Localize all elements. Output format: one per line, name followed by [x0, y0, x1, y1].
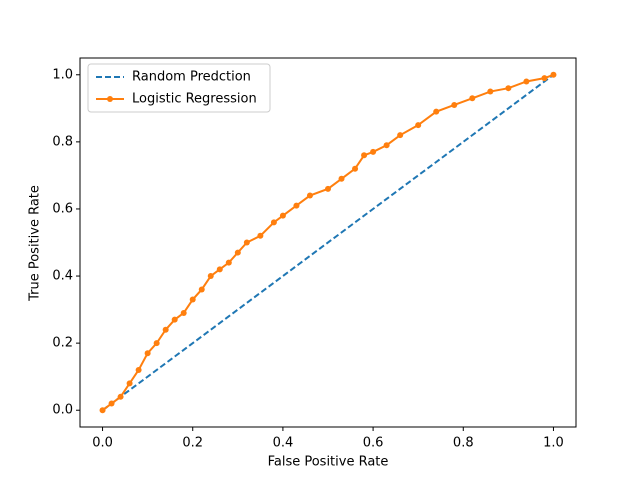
x-tick-label: 0.8	[453, 436, 474, 451]
x-tick-label: 0.4	[273, 436, 294, 451]
point	[451, 101, 458, 108]
point	[383, 142, 390, 149]
point	[325, 185, 331, 192]
point	[234, 249, 241, 256]
point	[270, 219, 277, 226]
point	[126, 380, 133, 387]
point	[180, 309, 187, 316]
y-tick-label: 0.4	[52, 269, 73, 284]
y-axis-label: True Positive Rate	[28, 185, 43, 302]
point	[216, 266, 223, 273]
x-tick-label: 0.0	[92, 436, 113, 451]
point	[153, 340, 160, 347]
point	[433, 108, 440, 115]
point	[108, 400, 115, 407]
legend-label: Random Predction	[132, 70, 251, 85]
y-tick-label: 0.0	[52, 403, 73, 418]
point	[469, 95, 476, 102]
point	[370, 148, 377, 155]
point	[225, 259, 232, 266]
point	[207, 273, 214, 280]
point	[338, 175, 345, 182]
point	[171, 316, 178, 323]
point	[293, 202, 300, 209]
x-tick-label: 1.0	[543, 436, 564, 451]
y-tick-label: 0.6	[52, 201, 73, 216]
x-axis-label: False Positive Rate	[268, 455, 389, 470]
x-tick-label: 0.2	[182, 436, 203, 451]
point	[279, 212, 286, 219]
legend-label: Logistic Regression	[132, 92, 257, 107]
point	[144, 350, 151, 357]
x-tick-label: 0.6	[363, 436, 384, 451]
legend-box	[87, 63, 271, 113]
point	[541, 75, 548, 82]
point	[361, 152, 368, 159]
y-tick-label: 0.8	[52, 134, 73, 149]
series-line	[101, 73, 555, 412]
y-tick-label: 0.2	[52, 336, 73, 351]
point	[550, 71, 557, 78]
point	[505, 85, 512, 92]
point	[198, 286, 205, 293]
point	[415, 122, 422, 129]
point	[99, 407, 106, 414]
point	[117, 393, 124, 400]
point	[352, 165, 359, 172]
point	[523, 78, 530, 85]
legend-marker	[107, 96, 113, 102]
point	[257, 232, 264, 239]
point	[162, 326, 169, 333]
y-tick-label: 1.0	[52, 67, 73, 82]
point	[397, 132, 404, 139]
axes-frame	[79, 57, 577, 428]
point	[243, 239, 250, 246]
point	[306, 192, 313, 199]
point	[189, 296, 196, 303]
point	[487, 88, 494, 95]
point	[135, 366, 142, 373]
